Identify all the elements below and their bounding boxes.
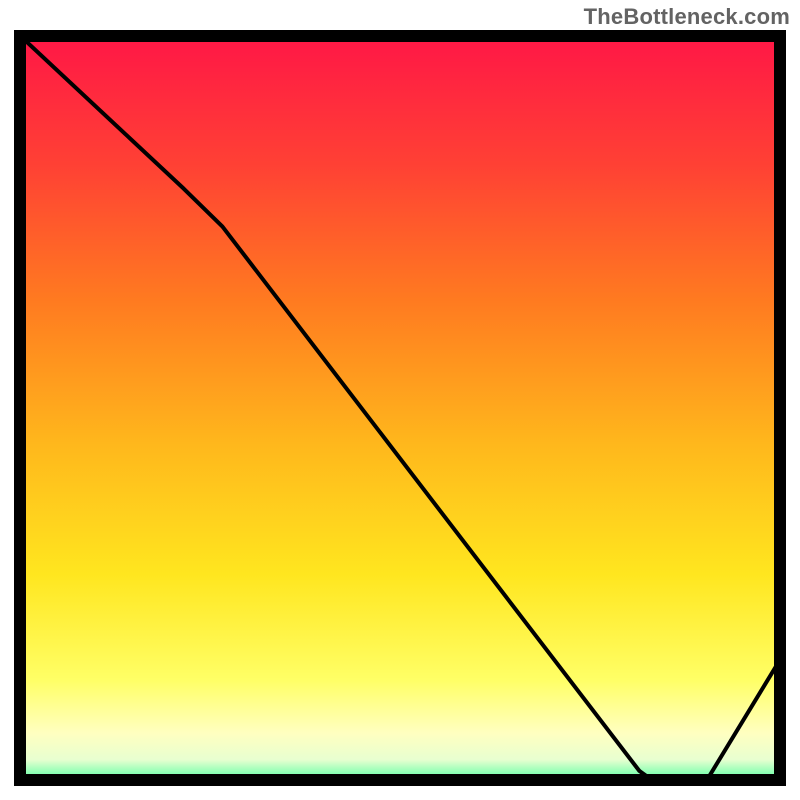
- gradient-background: [14, 30, 786, 786]
- chart-container: TheBottleneck.com: [0, 0, 800, 800]
- gradient-line-chart: [0, 0, 800, 800]
- plot-area: [14, 30, 786, 786]
